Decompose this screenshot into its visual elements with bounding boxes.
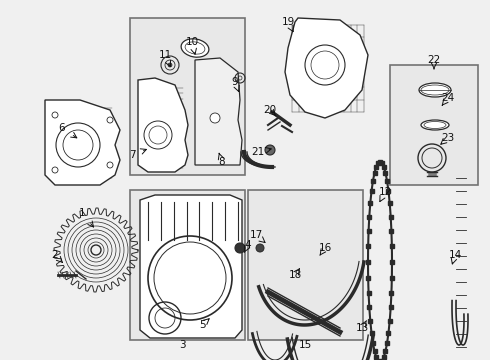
Text: 19: 19 — [281, 17, 294, 27]
Polygon shape — [138, 78, 188, 172]
Ellipse shape — [421, 85, 449, 95]
FancyBboxPatch shape — [390, 65, 478, 185]
Text: 23: 23 — [441, 133, 455, 143]
Text: 24: 24 — [441, 93, 455, 103]
Circle shape — [256, 244, 264, 252]
Text: 3: 3 — [179, 340, 185, 350]
Text: 22: 22 — [427, 55, 441, 65]
Text: 20: 20 — [264, 105, 276, 115]
Text: 17: 17 — [249, 230, 263, 240]
Text: 4: 4 — [245, 240, 251, 250]
Text: 5: 5 — [198, 320, 205, 330]
Text: 13: 13 — [355, 323, 368, 333]
Text: 15: 15 — [298, 340, 312, 350]
Text: 11: 11 — [158, 50, 172, 60]
Polygon shape — [195, 58, 242, 165]
Text: 9: 9 — [232, 77, 238, 87]
Polygon shape — [140, 195, 242, 338]
Text: 16: 16 — [318, 243, 332, 253]
Text: 10: 10 — [185, 37, 198, 47]
Text: 6: 6 — [59, 123, 65, 133]
FancyBboxPatch shape — [130, 190, 245, 340]
Circle shape — [168, 63, 172, 67]
Text: 1: 1 — [79, 208, 85, 218]
Text: 7: 7 — [129, 150, 135, 160]
FancyBboxPatch shape — [248, 190, 363, 340]
Text: 8: 8 — [219, 157, 225, 167]
Circle shape — [265, 145, 275, 155]
Polygon shape — [285, 18, 368, 118]
Polygon shape — [45, 100, 120, 185]
Text: 12: 12 — [378, 187, 392, 197]
Ellipse shape — [424, 122, 446, 129]
Ellipse shape — [421, 120, 449, 130]
Ellipse shape — [181, 39, 209, 57]
Text: 2: 2 — [51, 250, 58, 260]
Text: 21: 21 — [251, 147, 265, 157]
Ellipse shape — [185, 42, 205, 54]
FancyBboxPatch shape — [130, 18, 245, 175]
Text: 18: 18 — [289, 270, 302, 280]
Circle shape — [235, 243, 245, 253]
Text: 14: 14 — [448, 250, 462, 260]
Ellipse shape — [419, 83, 451, 97]
Circle shape — [210, 113, 220, 123]
